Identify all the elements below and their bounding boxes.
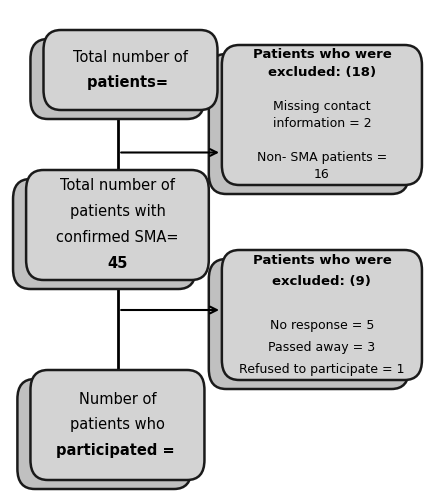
Text: No response = 5: No response = 5 [269, 320, 373, 332]
FancyBboxPatch shape [43, 30, 217, 110]
Text: patients with: patients with [69, 204, 165, 220]
Text: Patients who were: Patients who were [252, 254, 390, 266]
FancyBboxPatch shape [26, 170, 208, 280]
Text: Passed away = 3: Passed away = 3 [268, 342, 375, 354]
Text: participated =: participated = [56, 444, 179, 458]
Text: 45: 45 [107, 256, 127, 272]
Text: Total number of: Total number of [73, 50, 187, 64]
FancyBboxPatch shape [208, 259, 408, 389]
FancyBboxPatch shape [30, 370, 204, 480]
Text: Patients who were: Patients who were [252, 48, 390, 62]
Text: 16: 16 [313, 168, 329, 181]
FancyBboxPatch shape [13, 179, 195, 289]
FancyBboxPatch shape [221, 45, 421, 185]
Text: patients=: patients= [87, 76, 173, 90]
Text: Number of: Number of [79, 392, 156, 406]
Text: Refused to participate = 1: Refused to participate = 1 [239, 364, 404, 376]
Text: Total number of: Total number of [60, 178, 174, 194]
Text: patients who: patients who [70, 418, 164, 432]
FancyBboxPatch shape [208, 54, 408, 194]
FancyBboxPatch shape [221, 250, 421, 380]
Text: excluded: (18): excluded: (18) [267, 66, 375, 78]
Text: information = 2: information = 2 [272, 117, 370, 130]
FancyBboxPatch shape [30, 39, 204, 119]
Text: Non- SMA patients =: Non- SMA patients = [256, 152, 386, 164]
Text: confirmed SMA=: confirmed SMA= [56, 230, 178, 246]
Text: excluded: (9): excluded: (9) [272, 276, 371, 288]
FancyBboxPatch shape [17, 379, 191, 489]
Text: Missing contact: Missing contact [273, 100, 370, 113]
